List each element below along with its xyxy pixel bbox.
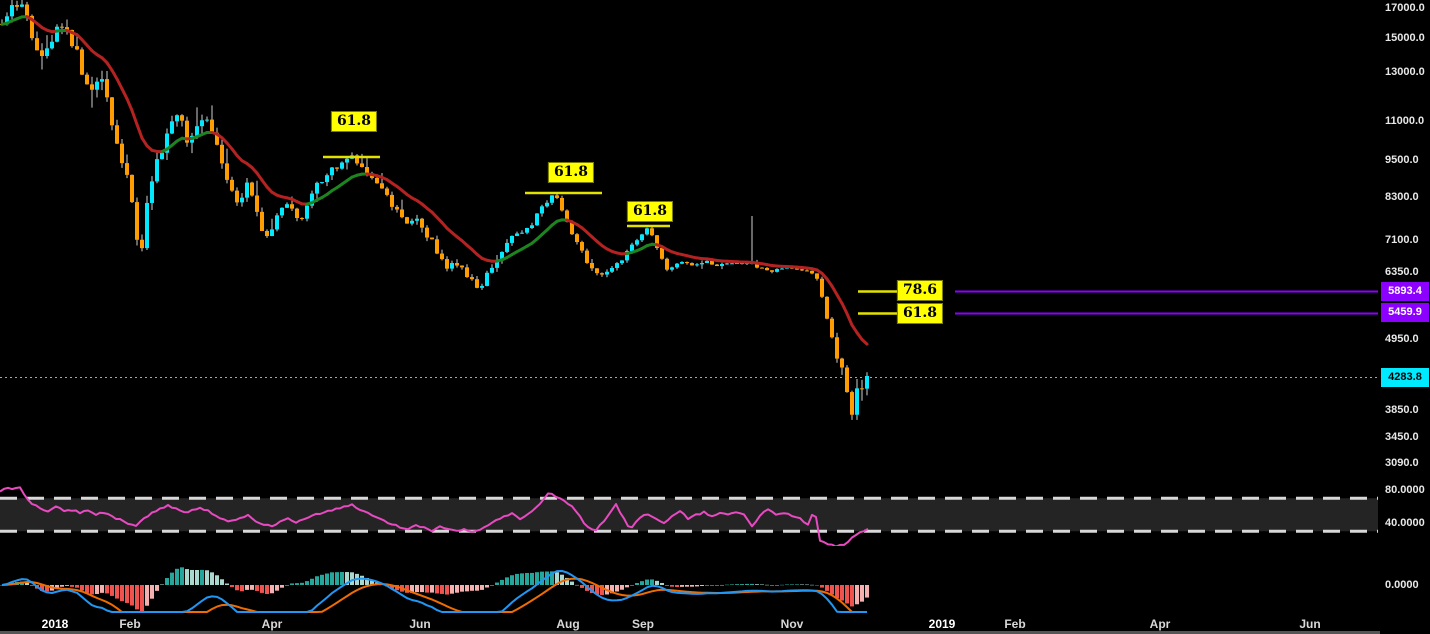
time-tick-month: Nov [780,617,804,631]
fib-peak-lines[interactable] [323,155,670,228]
time-axis[interactable]: 2018 Feb Apr Jun Aug Sep Nov 2019 Feb Apr Jun [0,615,1380,634]
price-tick-label: 17000.0 [1385,2,1425,14]
fib-retracement-label[interactable]: 61.8 [626,201,674,222]
moving-average-line[interactable] [0,15,869,346]
price-tick-label: 40.0000 [1385,517,1425,529]
price-tick-label: 7100.0 [1385,234,1419,246]
time-tick-month: Feb [119,617,141,631]
price-tick-label: 15000.0 [1385,32,1425,44]
fib-extension-lines[interactable] [858,290,1378,315]
price-tick-label: 3850.0 [1385,404,1419,416]
bottom-scroll-bar[interactable] [0,631,1380,634]
purple-price-label[interactable]: 5459.9 [1381,303,1429,322]
price-tick-label: 4950.0 [1385,333,1419,345]
cyan-price-label[interactable]: 4283.8 [1381,368,1429,387]
time-tick-month: Feb [1004,617,1026,631]
time-tick-month: Jun [1299,617,1321,631]
fib-retracement-label[interactable]: 61.8 [330,111,378,132]
time-tick-year: 2019 [928,617,956,631]
price-tick-label: 13000.0 [1385,66,1425,78]
price-tick-label: 3090.0 [1385,457,1419,469]
price-tick-label: 6350.0 [1385,266,1419,278]
candle-wicks [1,0,868,420]
candle-bodies[interactable] [0,4,869,415]
rsi-line[interactable] [0,486,869,546]
price-tick-label: 9500.0 [1385,154,1419,166]
rsi-overbought-oversold-band [0,496,1378,533]
purple-price-label[interactable]: 5893.4 [1381,282,1429,301]
time-tick-year: 2018 [41,617,69,631]
price-axis[interactable]: 17000.0 15000.0 13000.0 11000.0 9500.0 8300.0… [1380,0,1430,615]
time-tick-month: Apr [1149,617,1171,631]
time-tick-month: Aug [556,617,580,631]
time-tick-month: Apr [261,617,283,631]
fib-extension-label[interactable]: 61.8 [896,303,944,324]
time-tick-month: Sep [631,617,655,631]
time-tick-month: Jun [409,617,431,631]
price-tick-label: 11000.0 [1385,115,1425,127]
price-tick-label: 0.0000 [1385,579,1419,591]
price-tick-label: 80.0000 [1385,484,1425,496]
fib-retracement-label[interactable]: 61.8 [547,162,595,183]
macd-signal-lines[interactable] [1,570,867,613]
price-tick-label: 8300.0 [1385,191,1419,203]
macd-histogram [0,567,869,611]
fib-extension-label[interactable]: 78.6 [896,280,944,301]
price-tick-label: 3450.0 [1385,431,1419,443]
